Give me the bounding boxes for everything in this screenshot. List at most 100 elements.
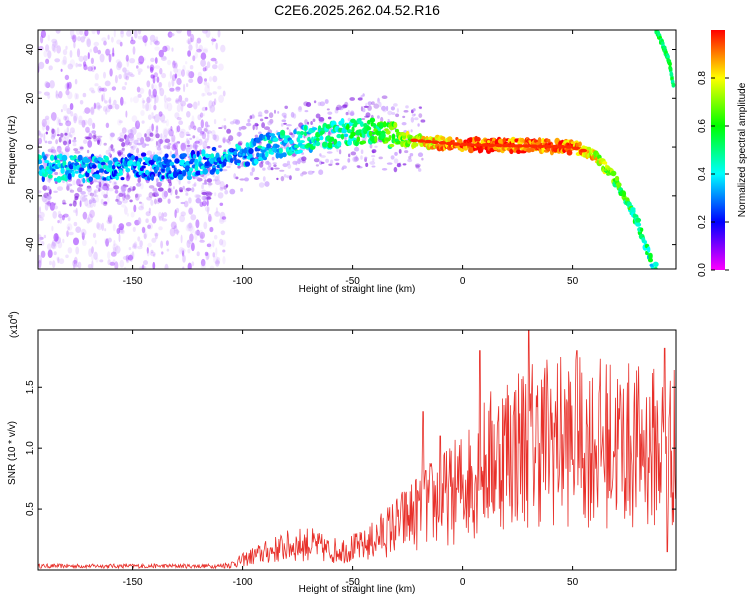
near-ridge-speck [212,179,217,182]
near-ridge-speck [103,193,108,199]
ridge-cell [178,170,183,175]
colorbar: 0.0 0.2 0.4 0.6 0.8 Normalized spectral ampl… [697,30,748,277]
noise-speck [121,204,126,208]
noise-speck [90,57,94,64]
noise-speck [63,116,67,121]
noise-speck [73,221,78,227]
noise-speck [163,212,168,218]
near-ridge-speck [350,151,357,156]
ridge-cell [118,169,123,174]
noise-speck [70,35,75,40]
noise-speck [106,196,110,203]
near-ridge-speck [371,155,376,158]
noise-speck [202,48,208,54]
ridge-cell [104,155,109,163]
noise-speck [194,140,200,144]
ridge-cell [315,141,321,147]
noise-speck [160,240,164,249]
noise-speck [176,125,181,133]
noise-speck [137,217,142,225]
noise-speck [138,205,145,211]
ridge-cell [282,152,287,158]
noise-speck [114,75,118,84]
near-ridge-speck [73,199,77,203]
near-ridge-speck [81,196,87,202]
noise-speck [145,102,149,112]
near-ridge-speck [112,147,116,153]
near-ridge-speck [197,126,203,133]
ridge-cell [391,133,396,140]
noise-speck [130,74,135,78]
near-ridge-speck [128,141,132,146]
near-ridge-speck [121,142,126,147]
noise-speck [142,100,146,104]
ridge-cell [79,174,85,178]
noise-speck [79,200,82,208]
noise-speck [38,217,44,221]
near-ridge-speck [393,158,399,164]
ridge-cell [77,154,83,162]
noise-speck [77,63,82,67]
noise-speck [39,206,41,214]
near-ridge-speck [386,105,389,112]
near-ridge-speck [354,146,360,152]
noise-speck [176,77,182,86]
near-ridge-speck [334,158,340,161]
near-ridge-speck [234,119,241,125]
near-ridge-speck [381,95,388,99]
branch-cell [669,71,674,77]
ridge-cell [367,119,371,125]
ridge-cell [374,135,378,143]
noise-speck [152,88,157,98]
ridge-cell [329,136,335,142]
near-ridge-speck [260,160,264,164]
noise-speck [159,149,163,155]
noise-speck [116,228,121,235]
near-ridge-speck [298,106,302,111]
near-ridge-speck [296,126,299,130]
noise-speck [136,65,139,69]
ridge-cell [196,150,200,158]
noise-speck [138,55,145,64]
noise-speck [204,251,209,256]
noise-speck [106,190,109,197]
ridge-cell [356,136,361,143]
near-ridge-speck [129,199,133,203]
ridge-cell [91,164,97,169]
noise-speck [212,75,218,83]
ridge-cell [647,246,651,253]
noise-speck [179,131,185,139]
noise-speck [186,103,193,109]
noise-speck [138,87,145,94]
ridge-cell [117,163,121,167]
noise-speck [81,119,86,128]
noise-speck [187,40,192,45]
near-ridge-speck [327,116,332,120]
near-ridge-speck [270,167,274,171]
noise-speck [214,211,221,217]
noise-speck [43,132,46,142]
near-ridge-speck [186,144,191,147]
near-ridge-speck [251,113,255,119]
near-ridge-speck [289,132,293,136]
noise-speck [38,90,42,94]
near-ridge-speck [307,121,310,125]
near-ridge-speck [203,128,208,132]
near-ridge-speck [251,167,255,173]
near-ridge-speck [92,180,98,183]
near-ridge-speck [149,132,154,137]
near-ridge-speck [129,128,133,133]
near-ridge-speck [353,156,359,162]
near-ridge-speck [157,142,161,148]
near-ridge-speck [360,149,364,154]
ridge-peak [501,143,510,148]
y-tick-label: 40 [25,44,36,56]
near-ridge-speck [53,202,57,206]
noise-speck [165,240,169,247]
near-ridge-speck [97,139,100,145]
ridge-peak [452,142,461,146]
near-ridge-speck [86,186,93,192]
noise-speck [56,116,60,126]
noise-speck [106,48,112,54]
near-ridge-speck [345,111,349,116]
